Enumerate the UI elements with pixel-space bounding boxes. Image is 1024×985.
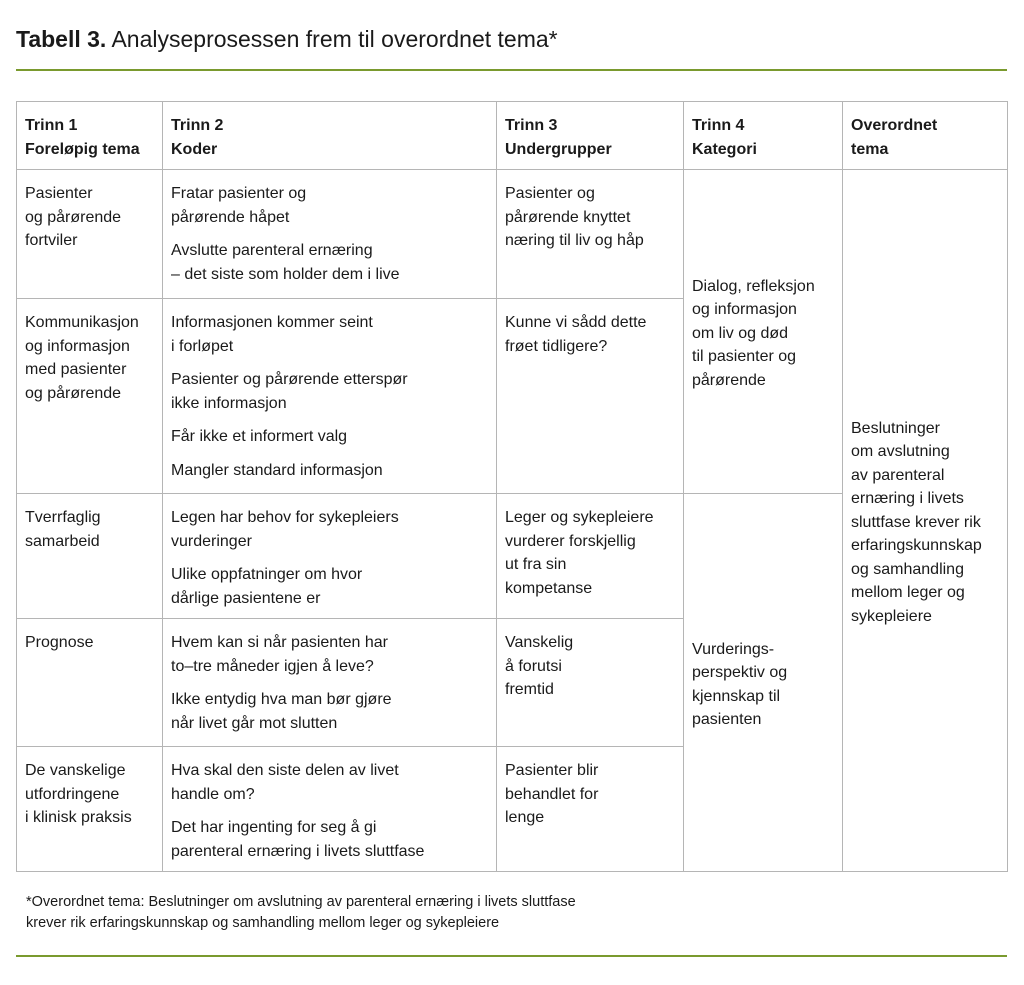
trinn1-cell: Kommunikasjon og informasjon med pasient…	[16, 298, 163, 494]
analysis-table: Trinn 1 Foreløpig tema Trinn 2 Koder Tri…	[16, 101, 1008, 872]
code-item: Det har ingenting for seg å gi parentera…	[171, 819, 425, 860]
koder-cell: Hva skal den siste delen av livet handle…	[162, 746, 497, 872]
header-cell: Trinn 2 Koder	[162, 101, 497, 170]
trinn1-cell: Pasienter og pårørende fortviler	[16, 169, 163, 299]
code-item: Fratar pasienter og pårørende håpet	[171, 185, 307, 226]
table-number: Tabell 3.	[16, 26, 107, 52]
koder-cell: Legen har behov for sykepleiers vurderin…	[162, 493, 497, 619]
trinn3-cell: Leger og sykepleiere vurderer forskjelli…	[496, 493, 684, 619]
top-divider	[16, 69, 1007, 71]
kategori-cell: Dialog, refleksjon og informasjon om liv…	[683, 169, 843, 494]
koder-cell: Hvem kan si når pasienten har to–tre mån…	[162, 618, 497, 747]
table-row: Prognose Hvem kan si når pasienten har t…	[16, 618, 1008, 747]
code-item: Avslutte parenteral ernæring – det siste…	[171, 242, 400, 283]
kategori-cell: Vurderings- perspektiv og kjennskap til …	[683, 493, 843, 872]
table-title: Tabell 3. Analyseprosessen frem til over…	[16, 26, 558, 53]
header-cell: Trinn 4 Kategori	[683, 101, 843, 170]
trinn3-cell: Kunne vi sådd dette frøet tidligere?	[496, 298, 684, 494]
footnote: *Overordnet tema: Beslutninger om avslut…	[26, 894, 576, 931]
table-caption: Analyseprosessen frem til overordnet tem…	[106, 26, 558, 52]
header-cell: Trinn 1 Foreløpig tema	[16, 101, 163, 170]
code-item: Ikke entydig hva man bør gjøre når livet…	[171, 691, 392, 732]
code-item: Legen har behov for sykepleiers vurderin…	[171, 509, 399, 550]
table-row: Kommunikasjon og informasjon med pasient…	[16, 298, 1008, 494]
code-item: Ulike oppfatninger om hvor dårlige pasie…	[171, 566, 363, 607]
code-item: Mangler standard informasjon	[171, 461, 383, 479]
header-cell: Overordnet tema	[842, 101, 1008, 170]
code-item: Pasienter og pårørende etterspør ikke in…	[171, 371, 408, 412]
code-item: Hvem kan si når pasienten har to–tre mån…	[171, 634, 388, 675]
koder-cell: Fratar pasienter og pårørende håpet Avslu…	[162, 169, 497, 299]
header-cell: Trinn 3 Undergrupper	[496, 101, 684, 170]
trinn3-cell: Pasienter blir behandlet for lenge	[496, 746, 684, 872]
code-item: Informasjonen kommer seint i forløpet	[171, 314, 373, 355]
bottom-divider	[16, 955, 1007, 957]
trinn1-cell: Prognose	[16, 618, 163, 747]
table-row: Pasienter og pårørende fortviler Fratar …	[16, 169, 1008, 872]
trinn1-cell: Tverrfaglig samarbeid	[16, 493, 163, 619]
trinn3-cell: Pasienter og pårørende knyttet næring ti…	[496, 169, 684, 299]
code-item: Hva skal den siste delen av livet handle…	[171, 762, 399, 803]
koder-cell: Informasjonen kommer seint i forløpet Pas…	[162, 298, 497, 494]
overordnet-cell: Beslutninger om avslutning av parenteral…	[842, 169, 1008, 872]
table-row: De vanskelige utfordringene i klinisk pr…	[16, 746, 1008, 872]
code-item: Får ikke et informert valg	[171, 428, 348, 445]
trinn3-cell: Vanskelig å forutsi fremtid	[496, 618, 684, 747]
trinn1-cell: De vanskelige utfordringene i klinisk pr…	[16, 746, 163, 872]
header-row: Trinn 1 Foreløpig tema Trinn 2 Koder Tri…	[16, 101, 1008, 170]
table-row: Tverrfaglig samarbeid Legen har behov fo…	[16, 493, 1008, 872]
